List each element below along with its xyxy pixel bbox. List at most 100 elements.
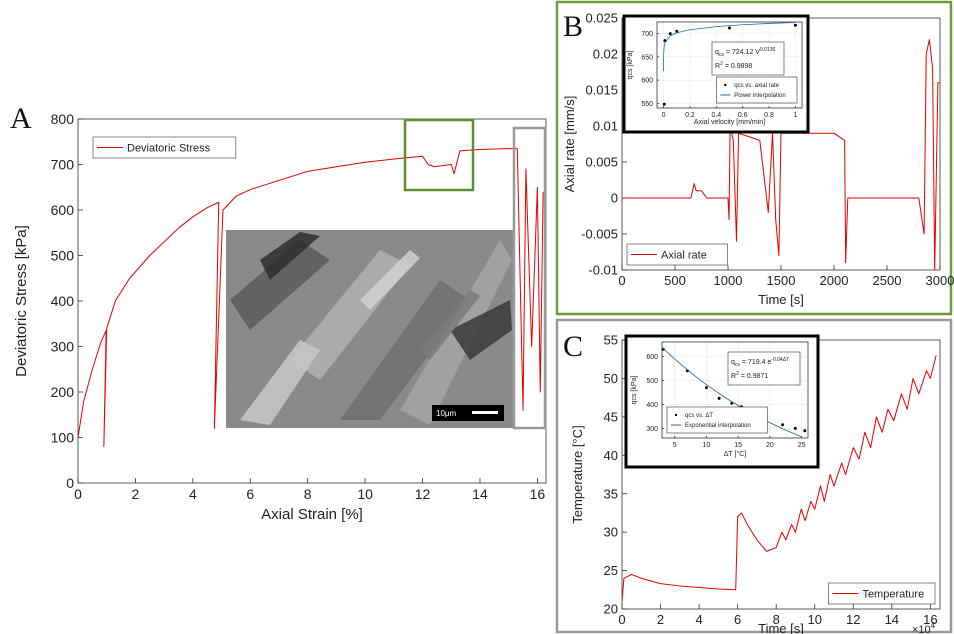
axes-box (656, 21, 803, 109)
y-tick-label: 0 (611, 191, 618, 206)
scale-bar (472, 411, 498, 414)
y-tick-label: 550 (641, 101, 653, 108)
y-axis-label: Axial rate [mm/s] (562, 96, 577, 193)
micrograph-grain (240, 340, 320, 425)
y-tick-label: 20 (604, 602, 618, 617)
panel-label: A (10, 102, 32, 135)
x-tick-label: 8 (773, 612, 780, 627)
y-tick-label: 40 (604, 448, 618, 463)
x-tick-label: 16 (923, 612, 937, 627)
data-point (662, 102, 666, 106)
y-tick-label: 0.015 (585, 83, 618, 98)
x-tick-label: 5 (673, 442, 677, 449)
x-tick-label: 12 (415, 486, 431, 502)
data-point (793, 23, 797, 27)
fit-equation-part: = 719.4 e (742, 359, 771, 366)
chart: B 0 500 1000 1500 2000 2500 3000 -0.01 -0.005 0 0.0… (562, 10, 954, 307)
y-tick-label: 700 (51, 156, 75, 172)
y-tick-label: 300 (646, 426, 658, 433)
y-tick-label: 400 (646, 402, 658, 409)
x-tick-label: 10 (357, 486, 373, 502)
y-tick-label: 500 (51, 247, 75, 263)
y-tick-label: 800 (51, 111, 75, 127)
legend-marker (724, 83, 727, 87)
data-point (675, 29, 679, 33)
y-tick-label: -0.005 (581, 227, 618, 242)
y-axis-label: Temperature [°C] (570, 425, 585, 523)
r-squared-sup: 2 (736, 371, 739, 377)
x-tick-label: 20 (766, 442, 774, 449)
micrograph-grain (360, 250, 420, 310)
x-tick-label: 6 (246, 486, 254, 502)
x-tick-label: 0 (618, 273, 625, 288)
r-squared-part: R (715, 63, 720, 70)
r-squared-part: = 0.9871 (741, 373, 769, 380)
x-tick-label: 2 (657, 612, 664, 627)
panel-label: C (563, 330, 583, 363)
legend-marker (674, 413, 678, 417)
x-axis-multiplier: ×104 (912, 621, 936, 634)
micrograph-grain (230, 240, 330, 330)
x-tick-label: 2500 (873, 273, 902, 288)
y-tick-label: 700 (641, 31, 653, 38)
x-axis-multiplier-exponent: 4 (931, 621, 936, 630)
legend-label: qcs vs. ΔT (685, 413, 713, 419)
x-tick-label: 0.2 (685, 112, 695, 119)
x-tick-label: 0 (618, 612, 625, 627)
micrograph: 10μm (226, 230, 514, 428)
legend-box (666, 406, 768, 434)
fit-equation: qcs = 719.4 e-0.04ΔT (731, 357, 789, 368)
chart: A 0 2 4 6 8 10 12 14 16 0 100 200 300 400 500 600 700 800 A… (10, 102, 547, 523)
fit-equation-sup: 0.0136 (760, 47, 776, 53)
panel-label: B (563, 10, 583, 43)
data-point (728, 26, 731, 30)
x-tick-label: 15 (734, 442, 742, 449)
x-tick-label: 1000 (714, 273, 743, 288)
x-tick-label: 4 (695, 612, 702, 627)
x-tick-label: 0.6 (738, 112, 748, 119)
legend-box (92, 136, 237, 159)
x-tick-label: 3000 (926, 273, 954, 288)
y-tick-label: 0.01 (593, 119, 618, 134)
scale-bar-box (432, 405, 504, 421)
y-tick-label: 600 (646, 354, 658, 361)
r-squared: R2 = 0.9898 (715, 61, 752, 70)
micrograph-grain (260, 232, 320, 280)
y-tick-label: 45 (604, 409, 618, 424)
x-tick-label: 14 (885, 612, 899, 627)
y-tick-label: 0.025 (585, 11, 618, 26)
x-axis-label: Axial Strain [%] (261, 506, 363, 523)
data-point (704, 386, 708, 390)
legend-box (828, 582, 936, 605)
y-axis-label: Deviatoric Stress [kPa] (13, 225, 30, 377)
legend-label: Exponential interpolation (685, 423, 751, 429)
x-tick-label: 1500 (767, 273, 796, 288)
x-tick-label: 10 (703, 442, 711, 449)
r-squared: R2 = 0.9871 (731, 371, 768, 380)
y-tick-label: 600 (641, 78, 653, 85)
x-tick-label: 2 (132, 486, 140, 502)
y-tick-label: 55 (604, 333, 618, 348)
y-tick-label: 650 (641, 54, 653, 61)
annotation-box (711, 41, 785, 76)
fit-equation: qcs = 724.12 V0.0136 (715, 47, 775, 58)
legend-label: qcs vs. axial rate (734, 83, 779, 89)
x-tick-label: 10 (807, 612, 821, 627)
highlight-box (403, 118, 475, 192)
x-axis-multiplier-base: ×10 (912, 624, 931, 634)
y-tick-label: 30 (604, 525, 618, 540)
x-tick-label: 8 (304, 486, 312, 502)
fit-equation-part: q (715, 49, 719, 56)
r-squared-sup: 2 (720, 61, 723, 67)
data-point (717, 396, 721, 400)
legend-box (715, 76, 798, 104)
y-axis-label: qcs [kPa] (631, 376, 638, 405)
x-tick-label: 4 (189, 486, 197, 502)
y-tick-label: 0.02 (593, 47, 618, 62)
y-tick-label: 300 (51, 338, 75, 354)
fit-equation-sub: cs (719, 52, 725, 58)
legend-label: Power interpolation (734, 93, 785, 99)
legend-label: Deviatoric Stress (127, 142, 211, 154)
